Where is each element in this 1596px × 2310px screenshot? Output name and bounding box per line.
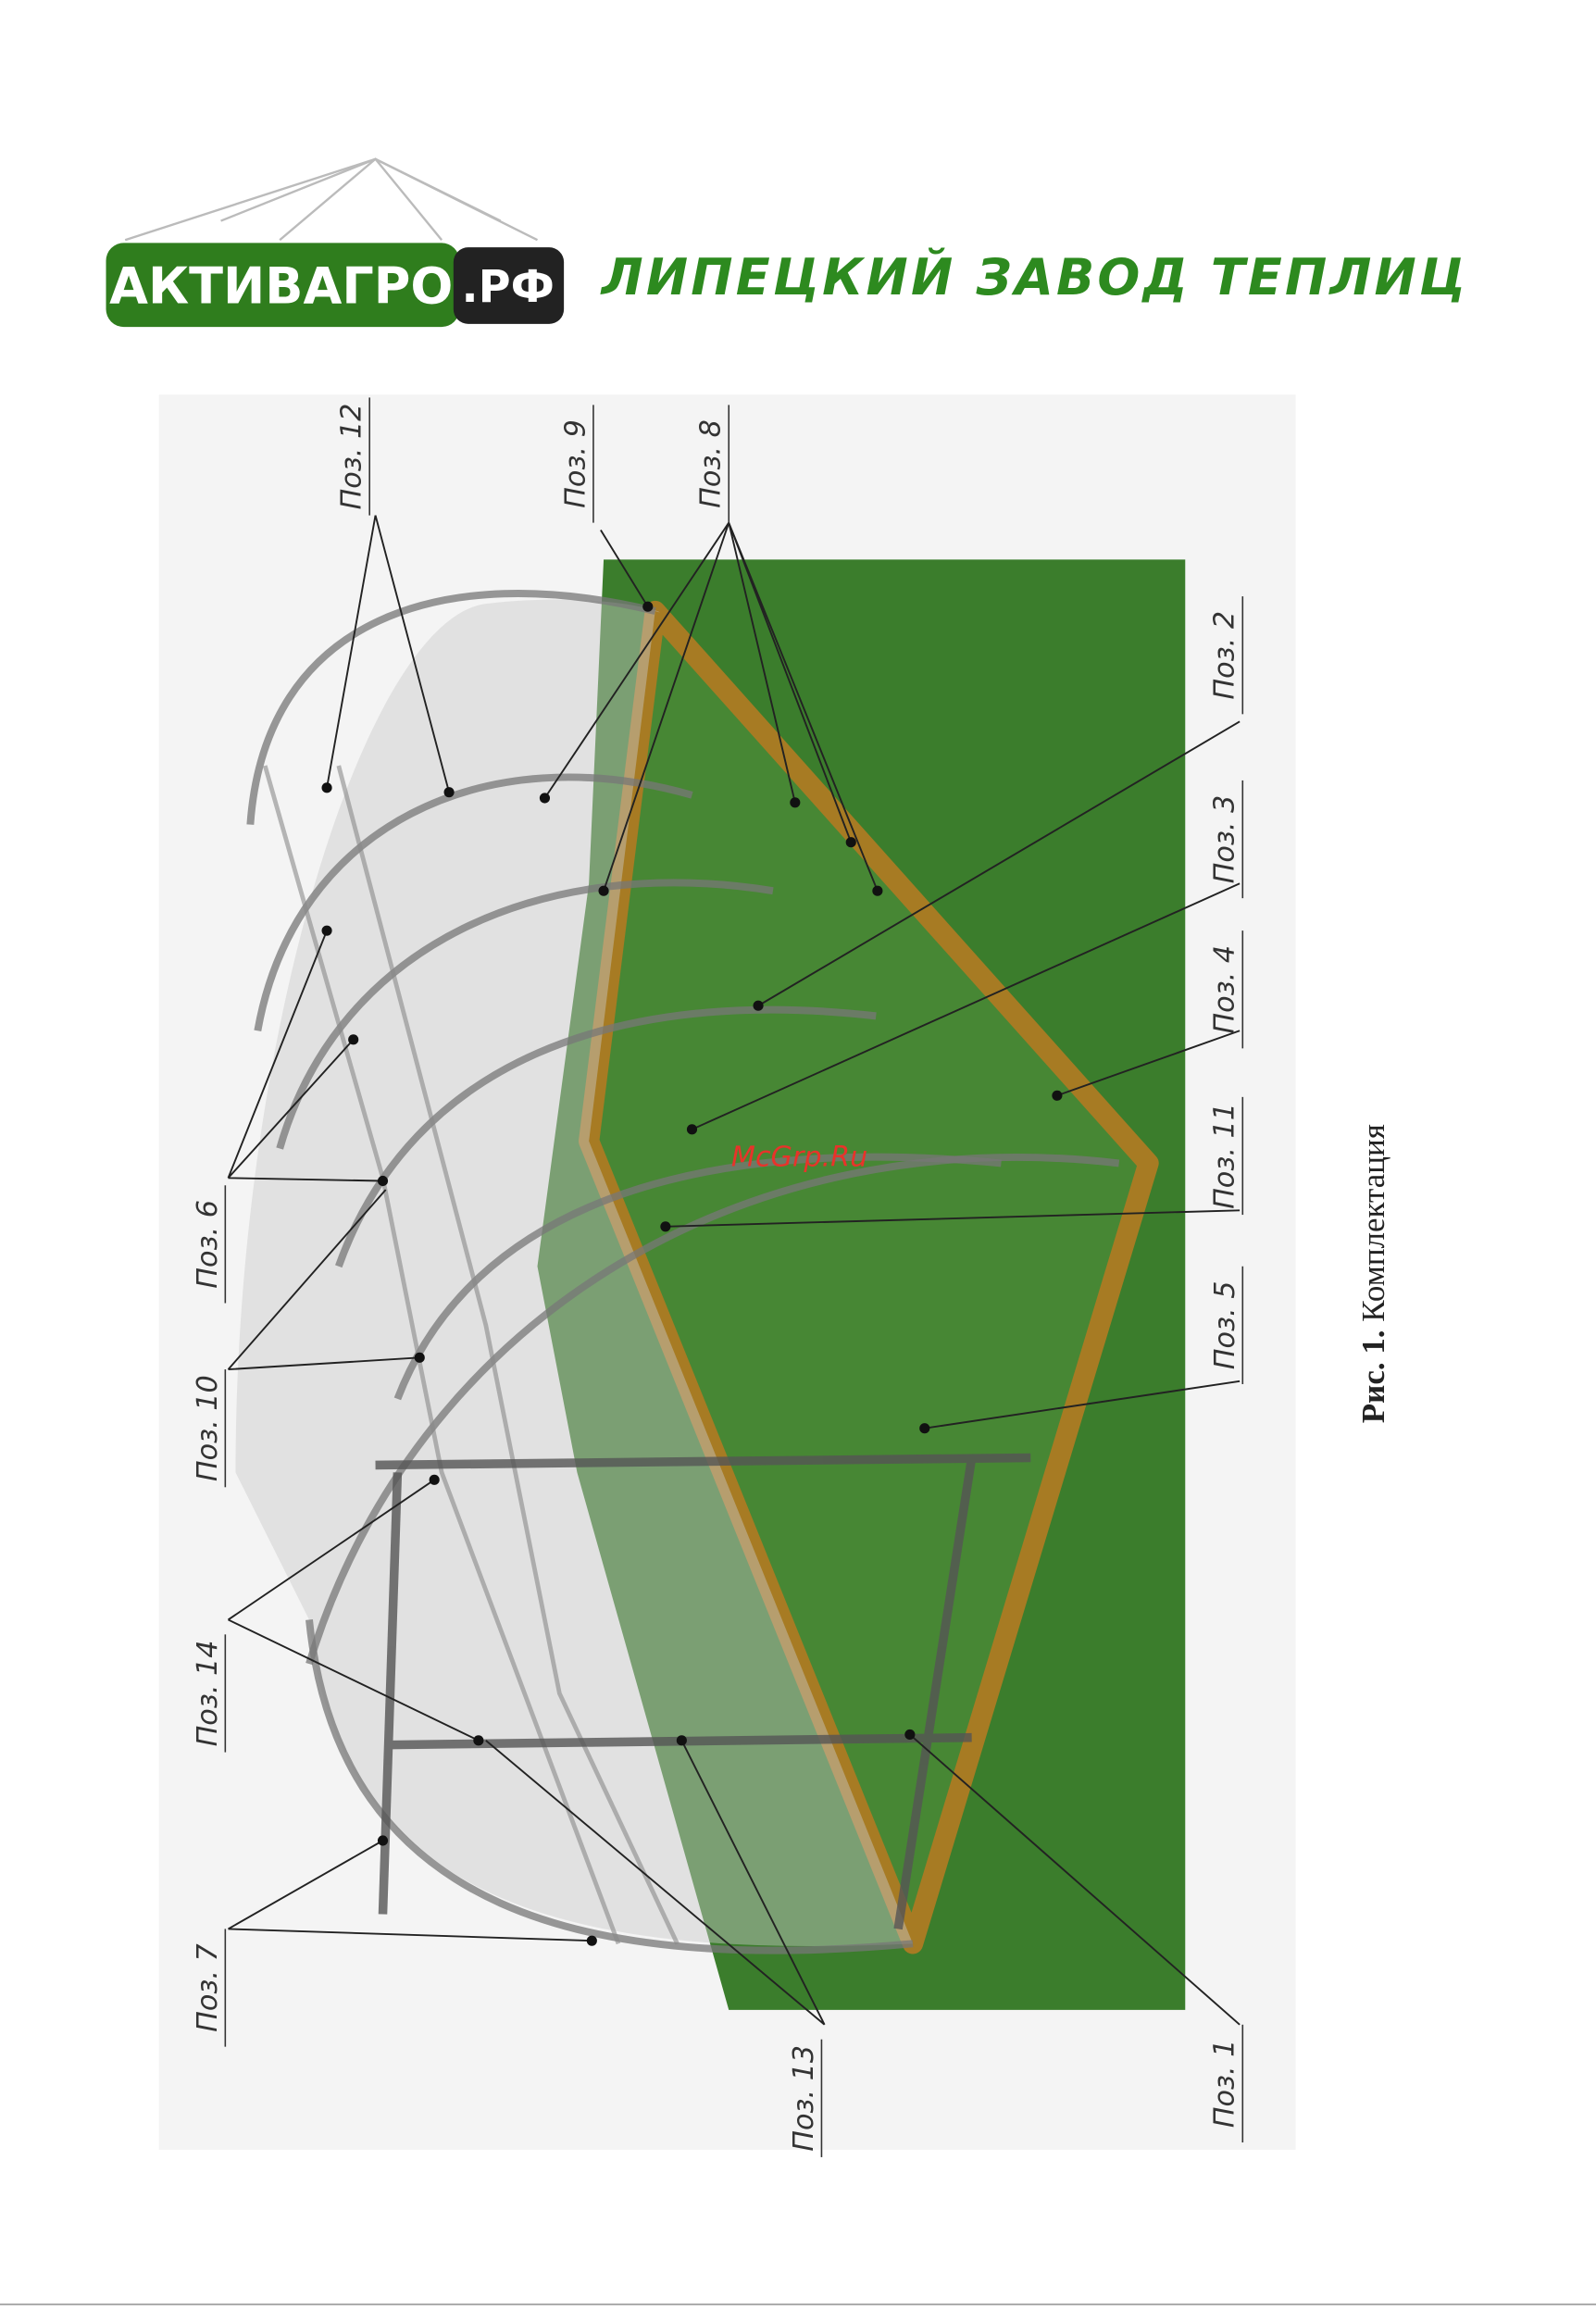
caption-text: Комплектация xyxy=(1355,1124,1391,1321)
logo-suffix: .РФ xyxy=(461,262,554,313)
position-label: Поз. 11 xyxy=(1209,1103,1241,1209)
position-label: Поз. 14 xyxy=(192,1641,224,1747)
position-label: Поз. 8 xyxy=(695,419,728,508)
position-label: Поз. 1 xyxy=(1209,2040,1241,2129)
position-label: Поз. 7 xyxy=(192,1943,224,2032)
position-label: Поз. 5 xyxy=(1209,1281,1241,1370)
position-label: Поз. 6 xyxy=(192,1200,224,1289)
position-label: Поз. 9 xyxy=(559,419,592,508)
logo-roof xyxy=(124,157,539,242)
caption: Рис. 1. Комплектация xyxy=(1355,1124,1391,1423)
logo-main: АКТИВАГРО xyxy=(109,257,453,316)
logo-suffix-box xyxy=(453,247,565,324)
header-title: ЛИПЕЦКИЙ ЗАВОД ТЕПЛИЦ xyxy=(600,248,1469,306)
illustration xyxy=(158,394,1296,2150)
position-label: Поз. 12 xyxy=(336,404,368,510)
position-label: Поз. 10 xyxy=(192,1375,224,1481)
caption-number: Рис. 1. xyxy=(1355,1330,1391,1423)
logo-box xyxy=(106,243,460,328)
position-label: Поз. 2 xyxy=(1209,611,1241,700)
position-label: Поз. 3 xyxy=(1209,795,1241,884)
labels: Поз. 12 Поз. 9 Поз. 8 Поз. 2 Поз. 3 Поз. 4 Поз… xyxy=(192,397,1244,2157)
position-label: Поз. 4 xyxy=(1209,945,1241,1034)
watermark: McGrp.Ru xyxy=(731,1142,867,1174)
position-label: Поз. 13 xyxy=(788,2045,820,2152)
